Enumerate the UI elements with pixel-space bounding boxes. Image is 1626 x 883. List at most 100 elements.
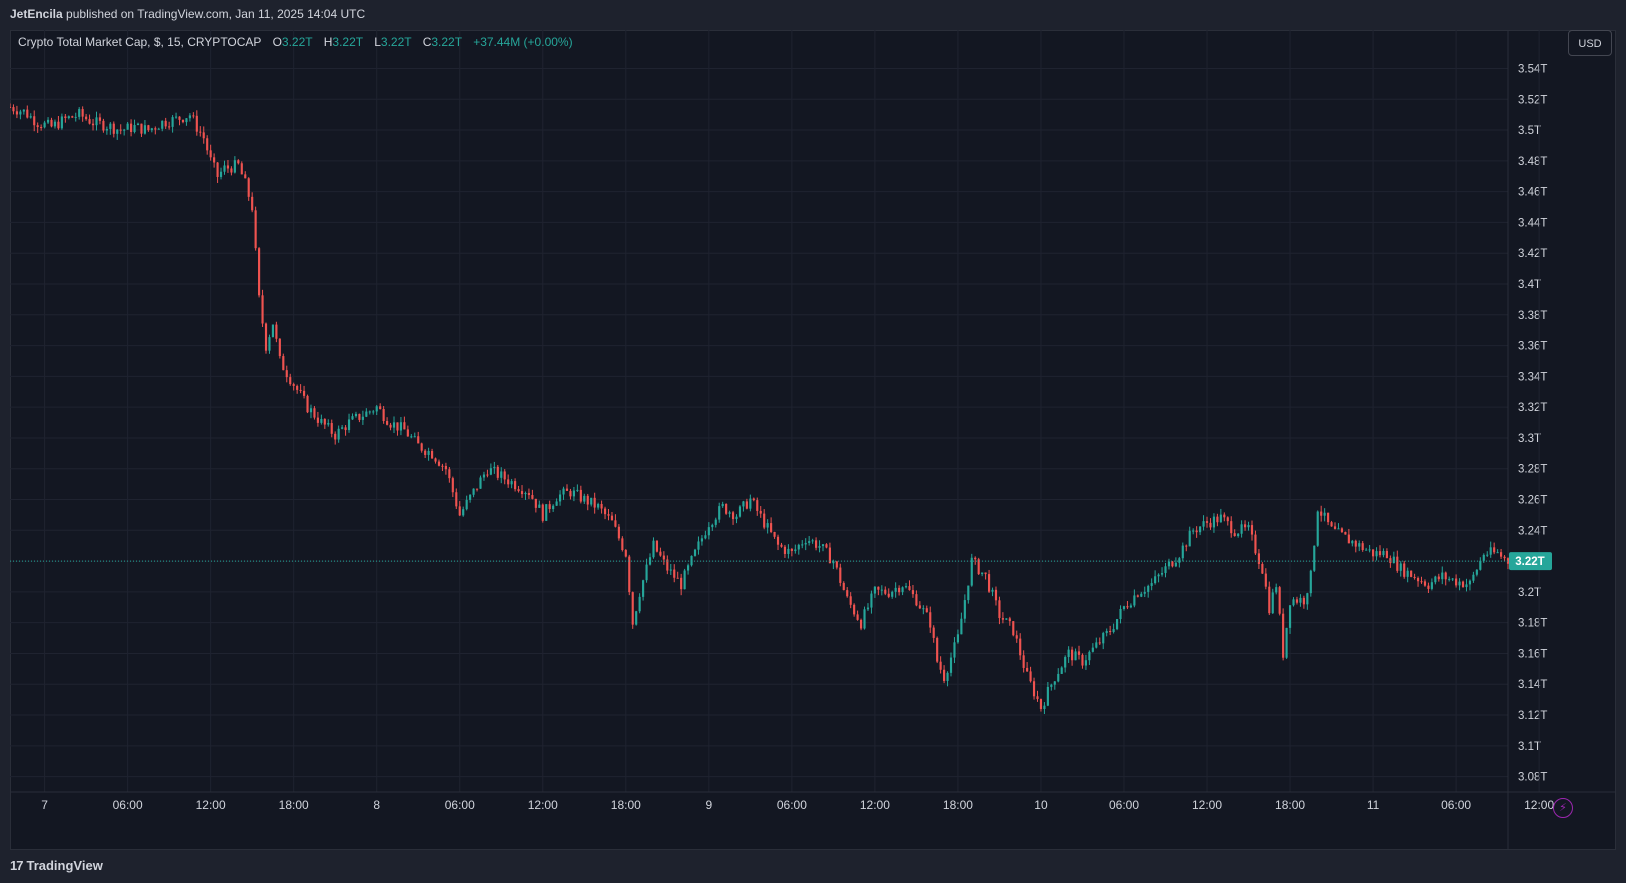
candle-body xyxy=(40,127,43,129)
candle-body xyxy=(1205,521,1209,523)
candle-body xyxy=(206,138,209,151)
candle-body xyxy=(1257,553,1260,564)
candle-body xyxy=(949,657,953,673)
x-tick-label: 12:00 xyxy=(196,798,226,812)
candle-body xyxy=(417,436,420,444)
candle-body xyxy=(562,488,565,495)
candle-body xyxy=(1486,554,1489,556)
candle-body xyxy=(700,538,703,542)
y-tick-label: 3.14T xyxy=(1518,679,1547,691)
candle-body xyxy=(105,128,108,131)
candle-body xyxy=(908,586,911,591)
candle-body xyxy=(1389,558,1392,564)
candle-body xyxy=(230,168,233,173)
candle-body xyxy=(178,116,181,120)
candle-body xyxy=(233,160,236,173)
candle-body xyxy=(918,605,921,609)
candle-body xyxy=(534,498,537,508)
candle-body xyxy=(368,411,371,413)
candle-body xyxy=(102,120,105,131)
candle-body xyxy=(164,120,167,127)
candle-body xyxy=(327,423,330,425)
candle-body xyxy=(970,557,973,586)
candle-body xyxy=(811,540,814,542)
candle-body xyxy=(756,500,759,511)
candle-body xyxy=(434,458,437,462)
candle-body xyxy=(925,608,928,613)
candle-body xyxy=(1368,549,1371,551)
tradingview-logo-icon: 17 xyxy=(10,858,24,873)
candle-body xyxy=(406,429,409,437)
candle-body xyxy=(666,559,669,571)
candle-body xyxy=(67,116,70,119)
x-tick-label: 06:00 xyxy=(445,798,475,812)
candle-body xyxy=(219,171,223,177)
candle-body xyxy=(95,117,98,126)
candle-body xyxy=(974,557,977,560)
candle-body xyxy=(292,384,295,386)
candle-body xyxy=(545,504,548,521)
candlestick-chart[interactable]: 3.54T 3.52T 3.5T 3.48T 3.46T 3.44T 3.42T 3.4T 3.… xyxy=(10,30,1616,850)
candle-body xyxy=(752,498,755,501)
x-tick-label: 12:00 xyxy=(1192,798,1222,812)
candle-body xyxy=(320,418,323,423)
candle-body xyxy=(1282,613,1285,658)
candle-body xyxy=(579,489,582,502)
candle-body xyxy=(987,574,991,592)
candle-body xyxy=(707,527,710,536)
candle-body xyxy=(289,377,292,385)
author-name[interactable]: JetEncila xyxy=(10,7,63,21)
lightning-icon[interactable]: ⚡ xyxy=(1553,798,1573,818)
candle-body xyxy=(610,515,614,521)
candle-body xyxy=(1195,530,1198,533)
candle-body xyxy=(659,551,662,556)
y-tick-label: 3.1T xyxy=(1518,741,1541,753)
candle-body xyxy=(1043,705,1046,710)
candle-body xyxy=(1240,524,1243,534)
y-tick-label: 3.16T xyxy=(1518,648,1547,660)
y-tick-label: 3.18T xyxy=(1518,618,1547,630)
ohlc-legend: Crypto Total Market Cap, $, 15, CRYPTOCA… xyxy=(18,35,573,49)
x-tick-label: 10 xyxy=(1034,798,1048,812)
candle-body xyxy=(1472,574,1475,581)
candle-body xyxy=(209,150,212,158)
candle-body xyxy=(1275,587,1278,593)
candle-body xyxy=(815,540,818,548)
candle-body xyxy=(1354,540,1357,547)
low-value: 3.22T xyxy=(380,35,412,49)
currency-button[interactable]: USD xyxy=(1568,30,1612,56)
current-price-label: 3.22T xyxy=(1515,556,1544,568)
candle-body xyxy=(1167,561,1171,567)
candle-body xyxy=(36,125,39,128)
candle-body xyxy=(943,669,946,681)
candle-body xyxy=(635,611,638,625)
candle-body xyxy=(1077,651,1081,655)
candle-body xyxy=(258,248,261,296)
candle-body xyxy=(261,295,264,324)
candle-body xyxy=(648,557,652,565)
candle-body xyxy=(85,116,88,120)
candle-body xyxy=(1489,547,1492,555)
candle-body xyxy=(22,109,25,112)
candle-body xyxy=(1147,585,1150,592)
candle-body xyxy=(1164,566,1167,574)
y-tick-label: 3.28T xyxy=(1518,464,1547,476)
candle-body xyxy=(81,109,84,117)
candle-body xyxy=(1057,673,1060,682)
y-tick-label: 3.38T xyxy=(1518,310,1547,322)
y-tick-label: 3.48T xyxy=(1518,156,1547,168)
candle-body xyxy=(140,123,143,134)
candle-body xyxy=(693,549,697,556)
candle-body xyxy=(887,593,890,597)
candle-body xyxy=(1250,525,1254,535)
candle-body xyxy=(1420,581,1423,583)
symbol-title[interactable]: Crypto Total Market Cap, $, 15, CRYPTOCA… xyxy=(18,35,262,49)
candle-body xyxy=(922,608,925,610)
candle-body xyxy=(1392,556,1395,564)
candle-body xyxy=(586,495,589,505)
candle-body xyxy=(1050,684,1053,687)
candle-body xyxy=(801,544,804,546)
candle-body xyxy=(268,337,271,351)
candle-body xyxy=(728,512,731,514)
tradingview-brand[interactable]: 17 TradingView xyxy=(10,858,103,873)
